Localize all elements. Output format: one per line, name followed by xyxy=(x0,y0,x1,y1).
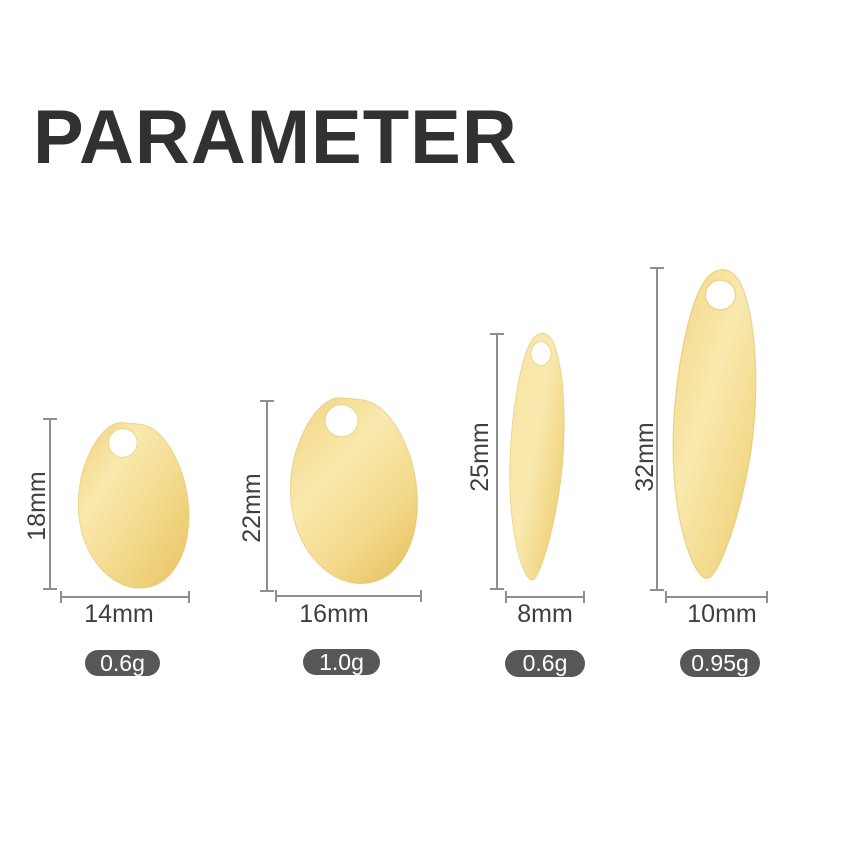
blade-willow-large-image xyxy=(672,268,757,580)
width-dimension-line xyxy=(665,591,768,603)
dimension-tick xyxy=(490,588,504,590)
page-title: PARAMETER xyxy=(33,95,518,180)
height-dimension-line xyxy=(43,418,57,590)
dimension-tick xyxy=(60,591,62,603)
width-dimension-label: 16mm xyxy=(299,600,369,628)
dimension-tick xyxy=(420,590,422,602)
blade-willow-small-image xyxy=(509,332,565,581)
width-dimension-label: 14mm xyxy=(84,600,154,628)
dimension-tick xyxy=(665,591,667,603)
height-dimension-line xyxy=(490,333,504,590)
blade-teardrop-large-image xyxy=(289,397,418,585)
dimension-tick xyxy=(490,333,504,335)
dimension-tick xyxy=(260,400,274,402)
weight-badge: 0.6g xyxy=(85,650,160,676)
dimension-tick xyxy=(260,590,274,592)
weight-badge: 0.95g xyxy=(680,649,760,677)
height-dimension-label: 25mm xyxy=(466,422,494,492)
dimension-tick xyxy=(275,590,277,602)
dimension-tick xyxy=(505,591,507,603)
dimension-tick xyxy=(766,591,768,603)
height-dimension-label: 22mm xyxy=(238,473,266,543)
width-dimension-line xyxy=(60,591,190,603)
dimension-tick xyxy=(650,267,664,269)
dimension-tick xyxy=(583,591,585,603)
width-dimension-label: 10mm xyxy=(687,600,757,628)
weight-badge: 0.6g xyxy=(505,650,585,677)
weight-badge: 1.0g xyxy=(303,649,380,675)
blade-teardrop-small-image xyxy=(77,422,190,589)
height-dimension-label: 32mm xyxy=(631,422,659,492)
width-dimension-line xyxy=(275,590,422,602)
width-dimension-label: 8mm xyxy=(517,600,573,628)
width-dimension-line xyxy=(505,591,585,603)
dimension-tick xyxy=(188,591,190,603)
height-dimension-line xyxy=(650,267,664,591)
height-dimension-line xyxy=(260,400,274,592)
dimension-tick xyxy=(43,418,57,420)
dimension-tick xyxy=(43,588,57,590)
dimension-tick xyxy=(650,589,664,591)
height-dimension-label: 18mm xyxy=(23,471,51,541)
